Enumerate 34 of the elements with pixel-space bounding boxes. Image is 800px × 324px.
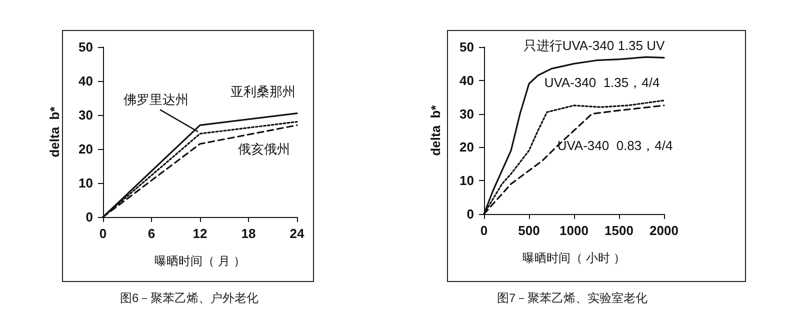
x-axis-title: 曝晒时间（ 小时 ） <box>522 251 626 265</box>
x-axis-title: 曝晒时间（ 月 ） <box>154 254 246 268</box>
y-tick-label: 30 <box>460 106 474 122</box>
series-label: 亚利桑那州 <box>230 84 296 99</box>
series-label: UVA-340 1.35，4/4 <box>544 74 660 90</box>
x-tick-label: 500 <box>518 223 540 238</box>
x-tick-label: 1000 <box>560 223 588 238</box>
y-tick-label: 20 <box>78 142 93 156</box>
y-tick-label: 50 <box>78 40 93 54</box>
y-tick-label: 40 <box>460 72 474 88</box>
x-tick-label: 24 <box>290 226 305 241</box>
x-tick-label: 2000 <box>650 223 678 238</box>
x-tick-label: 1500 <box>604 223 634 238</box>
series-label: 只进行UVA-340 1.35 UV <box>523 38 666 54</box>
caption: 图6－聚苯乙烯、户外老化 <box>120 291 259 305</box>
series-label: 俄亥俄州 <box>238 142 290 157</box>
x-tick-label: 0 <box>99 226 107 241</box>
y-tick-label: 20 <box>460 140 474 155</box>
y-tick-label: 40 <box>78 74 93 88</box>
y-tick-label: 50 <box>460 40 474 54</box>
y-tick-label: 10 <box>460 173 474 188</box>
y-tick-label: 0 <box>466 206 474 222</box>
caption: 图7－聚苯乙烯、实验室老化 <box>497 291 648 305</box>
y-axis-title: delta b* <box>428 104 443 156</box>
y-tick-label: 10 <box>78 176 93 190</box>
y-tick-label: 30 <box>78 108 93 122</box>
x-tick-label: 0 <box>480 223 488 238</box>
x-tick-label: 18 <box>241 226 256 241</box>
x-tick-label: 6 <box>148 226 156 241</box>
x-tick-label: 12 <box>192 226 208 241</box>
series-label: UVA-340 0.83，4/4 <box>557 138 673 153</box>
y-tick-label: 0 <box>86 210 93 224</box>
y-axis-title: delta b* <box>47 106 62 158</box>
text: 佛罗里达州 <box>124 92 188 108</box>
